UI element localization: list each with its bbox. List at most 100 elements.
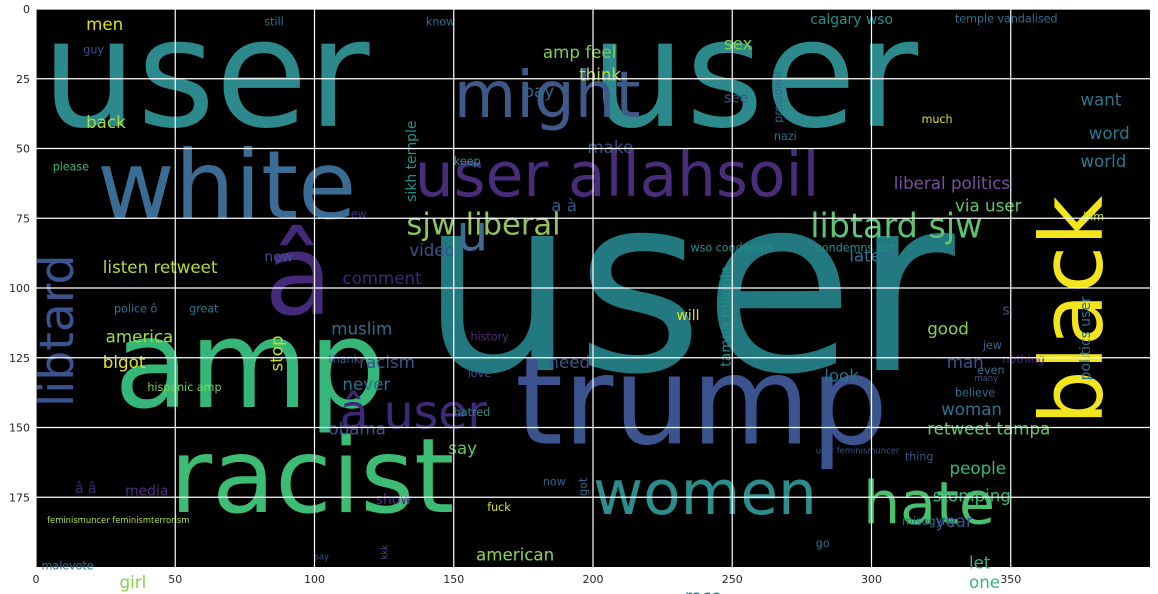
x-axis: 0 50 100 150 200 250 300 350: [33, 573, 1022, 586]
y-tick-label: 50: [16, 143, 30, 156]
x-tick-label: 350: [1000, 573, 1021, 586]
word-racist: racist: [170, 417, 455, 537]
word-feminismuncer-feminismterrorism: feminismuncer feminismterrorism: [47, 515, 189, 525]
word-muslim: muslim: [331, 318, 392, 338]
word-need: need: [548, 352, 590, 372]
word-politics-user: politics user: [1078, 296, 1094, 380]
word-guy: guy: [83, 43, 104, 56]
word-race: race: [685, 586, 722, 594]
word-look: look: [824, 366, 859, 386]
x-tick-label: 0: [33, 573, 40, 586]
word-amp-feel: amp feel: [543, 42, 616, 62]
word-user-allahsoil: user allahsoil: [415, 140, 820, 211]
word-president: president: [772, 70, 785, 123]
word-user-feminismuncer: user feminismuncer: [816, 445, 900, 455]
word-u: u: [457, 203, 489, 262]
word-libtard: libtard: [30, 255, 85, 407]
word-nothing: nothing: [1002, 353, 1044, 366]
word-latest: latest: [849, 246, 896, 266]
x-tick-label: 200: [583, 573, 604, 586]
word-women: women: [593, 458, 817, 529]
word-media: media: [125, 484, 168, 500]
x-tick-label: 100: [304, 573, 325, 586]
word-misogyny: misogyny: [902, 515, 956, 528]
word-man: man: [947, 352, 984, 372]
word-please: please: [53, 161, 90, 174]
x-tick-label: 50: [168, 573, 182, 586]
word-stomping: stomping: [933, 486, 1011, 506]
word-s: s: [1002, 302, 1009, 318]
word-girl: girl: [120, 572, 147, 592]
grid-lines: [35, 8, 1150, 567]
word-word: word: [1089, 123, 1130, 143]
word-sjw-liberal: sjw liberal: [406, 207, 560, 242]
word-even: even: [977, 364, 1004, 377]
word-will: will: [677, 308, 700, 324]
word-â-â: â â: [75, 481, 96, 497]
word-time: time: [72, 592, 110, 594]
y-tick-label: 0: [23, 3, 30, 16]
word-video: video: [409, 240, 455, 260]
word-black: black: [1023, 196, 1123, 425]
x-tick-label: 250: [722, 573, 743, 586]
word-libtard-sjw: libtard sjw: [810, 206, 982, 245]
word-liberal-politics: liberal politics: [894, 173, 1010, 193]
word-say: say: [315, 551, 329, 561]
word-people: people: [950, 458, 1007, 478]
y-tick-label: 150: [9, 422, 30, 435]
y-tick-label: 175: [9, 491, 30, 504]
word-fuck: fuck: [487, 501, 511, 514]
word-malevote: malevote: [42, 559, 94, 572]
word-temple-vandalised: temple vandalised: [955, 13, 1058, 26]
word-american: american: [476, 544, 554, 564]
word-police-ô: police ô: [114, 303, 157, 316]
word-make: make: [587, 137, 633, 157]
word-might: might: [454, 59, 641, 133]
word-men: men: [86, 14, 123, 34]
word-know: know: [426, 15, 455, 28]
word-good: good: [927, 318, 969, 338]
word-â: â: [264, 212, 332, 341]
word-user: user: [420, 142, 955, 428]
word-amp: amp: [114, 293, 386, 436]
word-let: let: [969, 553, 991, 573]
word-believe: believe: [955, 386, 995, 399]
word-black-amp: black amp: [537, 592, 624, 594]
word-year: year: [936, 511, 973, 531]
word-call: call: [796, 592, 825, 594]
word-user: user: [590, 0, 918, 162]
word-ew: ew: [351, 208, 367, 221]
word-see: see: [724, 90, 748, 106]
y-tick-label: 25: [16, 73, 30, 86]
word-pay: pay: [523, 81, 554, 101]
word-want: want: [1080, 89, 1121, 109]
word-love: love: [468, 367, 491, 380]
word-blm: blm: [1083, 211, 1104, 224]
word-now: now: [543, 476, 566, 489]
word-tampa-miamia: tampa miamia: [719, 266, 735, 367]
word-via-user: via user: [955, 195, 1022, 215]
word-great: great: [189, 303, 219, 316]
word-thing: thing: [905, 451, 934, 464]
x-tick-label: 150: [443, 573, 464, 586]
word-say: say: [448, 438, 477, 458]
word-back: back: [86, 112, 126, 132]
y-tick-label: 125: [9, 352, 30, 365]
word-much: much: [922, 113, 953, 126]
word-still: still: [264, 15, 283, 28]
word-america: america: [106, 327, 174, 347]
word-calgary-wso: calgary wso: [810, 12, 893, 28]
word-one: one: [969, 572, 1000, 592]
word-condemns-act: condemns act: [816, 241, 895, 254]
word-â-user: â user: [340, 385, 488, 440]
word-sex: sex: [724, 34, 753, 54]
word-stop: stop: [267, 335, 287, 371]
word-racism: racism: [359, 352, 415, 372]
word-jew: jew: [982, 339, 1002, 352]
word-bigot: bigot: [103, 352, 146, 372]
word-listen-retweet: listen retweet: [103, 257, 218, 277]
word-obama: obama: [328, 419, 386, 439]
word-go: go: [816, 537, 830, 550]
y-tick-label: 100: [9, 282, 30, 295]
